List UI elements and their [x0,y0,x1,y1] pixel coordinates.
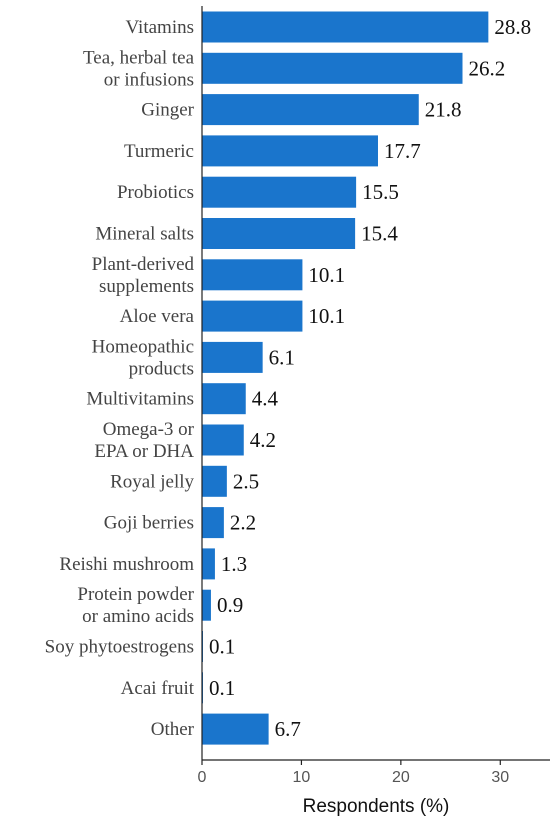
category-label: Tea, herbal tea or infusions [83,47,195,90]
x-tick-label: 0 [198,769,207,786]
x-tick-label: 20 [392,769,410,786]
category-label: Homeopathic products [92,336,194,379]
bar [202,589,211,621]
category-label: Plant-derived supplements [92,254,195,297]
x-tick-label: 10 [293,769,311,786]
category-label: Turmeric [124,141,194,162]
bar [202,259,303,291]
bar [202,52,463,84]
value-label: 4.2 [250,428,276,452]
category-label: Goji berries [104,513,194,534]
category-label: Other [151,719,195,740]
category-label: Protein powder or amino acids [77,584,194,627]
bar [202,424,244,456]
bar [202,11,489,43]
bar [202,176,357,208]
value-label: 17.7 [384,139,421,163]
category-label: Soy phytoestrogens [45,637,194,658]
value-label: 0.9 [217,593,243,617]
value-label: 2.2 [230,511,256,535]
bar [202,713,269,745]
bar [202,218,356,249]
bar [202,135,378,167]
x-tick-label: 30 [491,769,509,786]
category-label: Probiotics [117,182,194,203]
value-label: 0.1 [209,635,235,659]
category-label: Royal jelly [110,471,194,492]
x-axis-title: Respondents (%) [303,796,450,817]
value-label: 15.5 [362,180,399,204]
value-label: 21.8 [425,98,462,122]
category-label: Reishi mushroom [59,554,194,575]
bars-group [202,11,489,745]
bar [202,465,227,497]
x-axis-ticks: 0 10 20 30 [198,760,509,786]
category-label: Acai fruit [121,678,195,699]
value-label: 0.1 [209,676,235,700]
value-label: 10.1 [308,263,345,287]
value-label: 6.1 [269,345,295,369]
category-label: Aloe vera [120,306,195,327]
value-label: 28.8 [494,15,531,39]
category-label: Omega-3 or EPA or DHA [94,419,194,462]
bar [202,507,224,539]
value-labels: 28.8 26.2 21.817.7 15.5 15.4 10.1 10.1 6.1 4.4 4.… [209,15,531,741]
category-label: Mineral salts [95,224,194,245]
bar [202,548,215,580]
value-label: 1.3 [221,552,247,576]
bar [202,341,263,373]
category-label: Ginger [141,100,194,121]
value-label: 10.1 [308,304,345,328]
category-label: Multivitamins [86,389,194,410]
value-label: 6.7 [275,717,301,741]
bar [202,94,419,126]
value-label: 4.4 [252,387,279,411]
bar [202,300,303,332]
value-label: 2.5 [233,469,259,493]
category-label: Vitamins [125,17,194,38]
bar [202,383,246,415]
value-label: 26.2 [469,56,506,80]
category-labels: Vitamins Tea, herbal tea or infusions Ginge… [45,17,195,740]
value-label: 15.4 [361,222,398,246]
